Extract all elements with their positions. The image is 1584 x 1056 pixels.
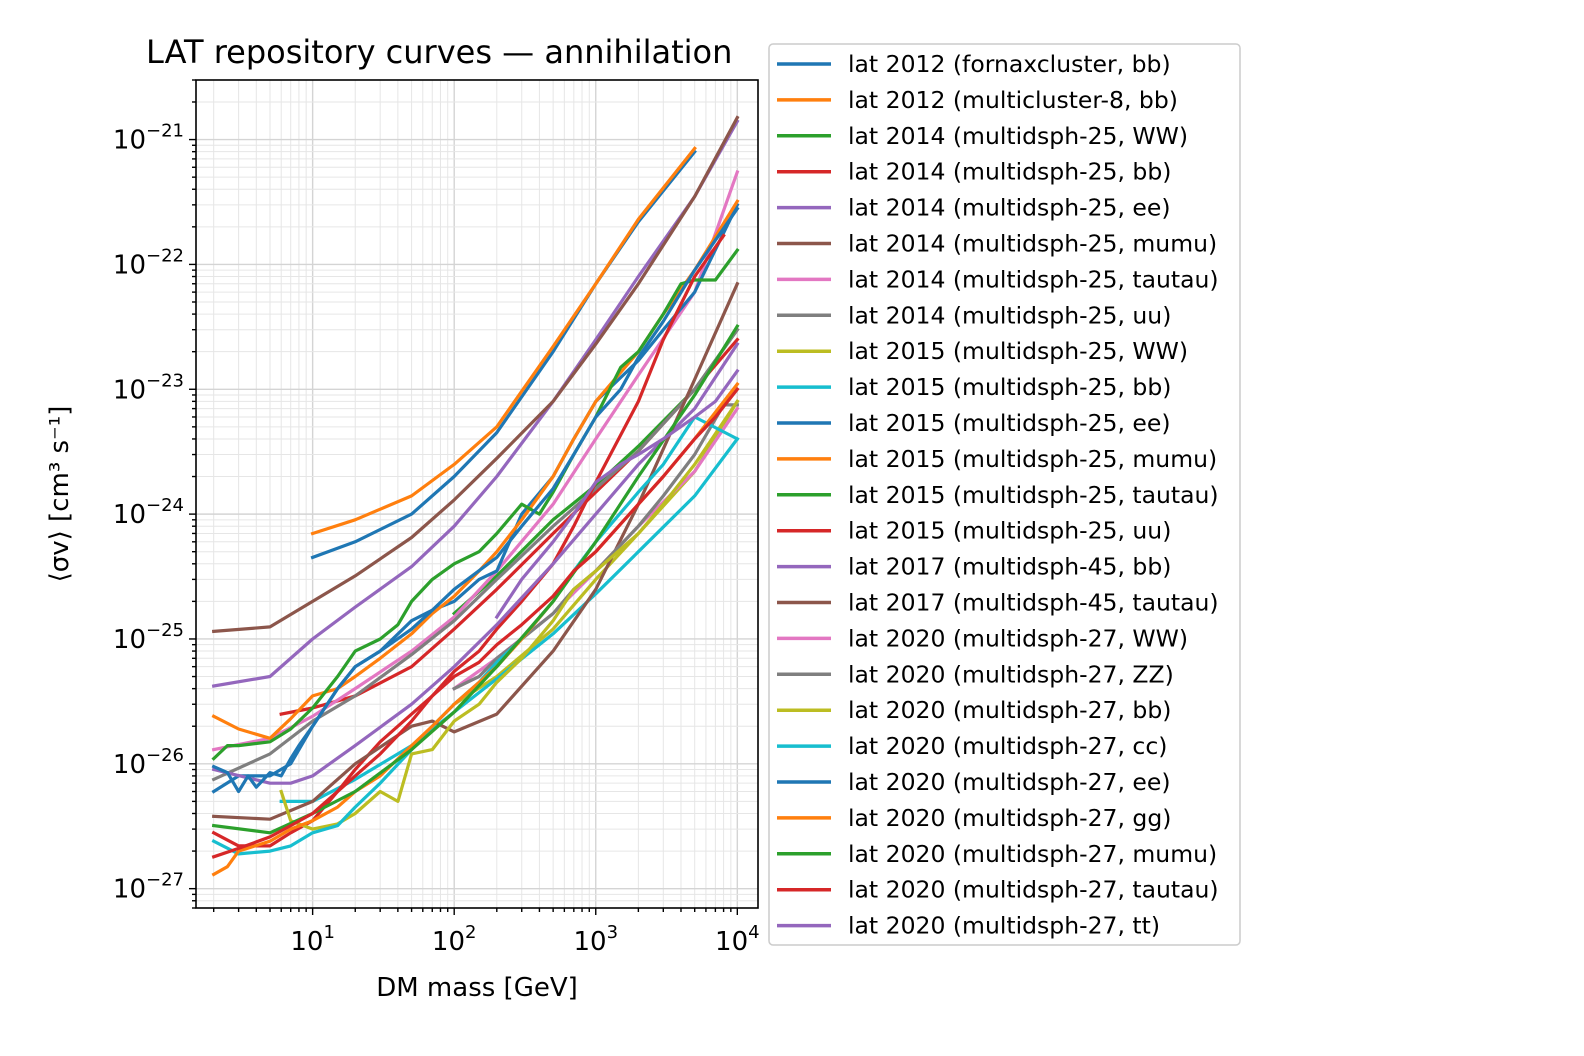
legend-label: lat 2014 (multidsph-25, uu) xyxy=(848,301,1171,329)
series-lines xyxy=(211,115,740,877)
legend-label: lat 2014 (multidsph-25, ee) xyxy=(848,194,1171,222)
series-line-5 xyxy=(211,119,740,688)
y-tick-label: 10−25 xyxy=(113,620,184,655)
legend-label: lat 2014 (multidsph-25, tautau) xyxy=(848,265,1219,293)
legend-label: lat 2020 (multidsph-27, bb) xyxy=(848,696,1171,724)
y-tick-label: 10−27 xyxy=(113,870,184,905)
legend-label: lat 2012 (multicluster-8, bb) xyxy=(848,86,1178,114)
x-tick-label: 102 xyxy=(432,922,477,957)
chart-title: LAT repository curves — annihilation xyxy=(146,33,732,71)
series-line-2 xyxy=(310,146,697,536)
legend-label: lat 2020 (multidsph-27, tt) xyxy=(848,912,1160,940)
axis-ticks: 101 102 103 104 10−27 10−26 10−25 10−24 10−23 10−… xyxy=(113,79,760,957)
legend-label: lat 2014 (multidsph-25, mumu) xyxy=(848,230,1217,258)
y-tick-label: 10−21 xyxy=(113,121,184,156)
legend: lat 2012 (fornaxcluster, bb) lat 2012 (mu… xyxy=(768,43,1241,946)
legend-label: lat 2020 (multidsph-27, tautau) xyxy=(848,876,1219,904)
y-tick-label: 10−23 xyxy=(113,370,184,405)
y-tick-label: 10−26 xyxy=(113,745,184,780)
series-line-25 xyxy=(494,368,740,620)
legend-label: lat 2015 (multidsph-25, uu) xyxy=(848,517,1171,545)
series-line-6 xyxy=(211,115,740,634)
series-line-24 xyxy=(211,387,740,859)
legend-label: lat 2020 (multidsph-27, cc) xyxy=(848,732,1167,760)
series-line-11 xyxy=(211,202,740,794)
legend-label: lat 2020 (multidsph-27, mumu) xyxy=(848,840,1217,868)
series-line-15 xyxy=(211,341,740,785)
x-axis-label: DM mass [GeV] xyxy=(376,973,578,1003)
series-line-14 xyxy=(211,233,726,848)
legend-label: lat 2015 (multidsph-25, tautau) xyxy=(848,481,1219,509)
legend-label: lat 2012 (fornaxcluster, bb) xyxy=(848,50,1171,78)
legend-frame xyxy=(768,43,1241,946)
legend-label: lat 2020 (multidsph-27, ee) xyxy=(848,768,1171,796)
legend-label: lat 2015 (multidsph-25, ee) xyxy=(848,409,1171,437)
legend-label: lat 2015 (multidsph-25, mumu) xyxy=(848,445,1217,473)
legend-label: lat 2014 (multidsph-25, bb) xyxy=(848,158,1171,186)
y-tick-label: 10−24 xyxy=(113,495,184,530)
y-axis-label: ⟨σv⟩ [cm³ s⁻¹] xyxy=(45,406,75,583)
series-line-8 xyxy=(211,327,740,782)
plot-frame xyxy=(195,79,759,909)
legend-label: lat 2014 (multidsph-25, WW) xyxy=(848,122,1188,150)
x-tick-label: 103 xyxy=(573,922,618,957)
x-tick-label: 101 xyxy=(290,922,335,957)
series-line-7 xyxy=(211,169,740,752)
series-line-13 xyxy=(211,247,740,761)
y-tick-label: 10−22 xyxy=(113,245,184,280)
legend-label: lat 2015 (multidsph-25, bb) xyxy=(848,373,1171,401)
legend-label: lat 2017 (multidsph-45, bb) xyxy=(848,553,1171,581)
grid xyxy=(196,79,758,909)
legend-label: lat 2020 (multidsph-27, WW) xyxy=(848,624,1188,652)
series-line-21 xyxy=(211,206,740,794)
x-tick-label: 104 xyxy=(715,922,760,957)
legend-label: lat 2017 (multidsph-45, tautau) xyxy=(848,589,1219,617)
series-line-12 xyxy=(211,199,740,740)
legend-label: lat 2020 (multidsph-27, gg) xyxy=(848,804,1171,832)
legend-label: lat 2020 (multidsph-27, ZZ) xyxy=(848,660,1174,688)
legend-label: lat 2015 (multidsph-25, WW) xyxy=(848,337,1188,365)
